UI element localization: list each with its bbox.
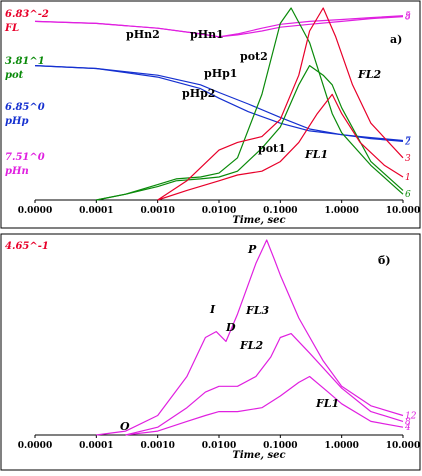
panel-a-fl-name: FL: [4, 23, 19, 34]
panel-a-series-pot1: [96, 65, 404, 201]
panel-a-x-axis-title: Time, sec: [232, 215, 285, 226]
panel-b-x-tick-label: 1.0000: [324, 441, 358, 451]
panel-a-end-label-pot2: 6: [405, 190, 411, 200]
panel-a-end-label-php2: 2: [404, 137, 411, 147]
panel-b-x-tick-label: 0.0010: [140, 441, 174, 451]
panel-a-php-scale: 6.85^0: [5, 102, 45, 113]
panel-a-php-name: pHp: [5, 116, 28, 127]
panel-a-pot-scale: 3.81^1: [5, 56, 45, 67]
panel-a-end-label-phn1: 5: [405, 12, 411, 22]
panel-a-x-tick-label: 0.0001: [79, 206, 113, 216]
panel-a-end-label-fl2: 3: [405, 154, 411, 164]
panel-b-frame: [0, 233, 421, 471]
panel-a-x-tick-label: 0.0010: [140, 206, 174, 216]
panel-a-fl-scale: 6.83^-2: [5, 9, 49, 20]
panel-b-x-tick-label: 0.0100: [202, 441, 236, 451]
panel-b-label: б): [378, 254, 391, 267]
panel-a-x-tick-label: 0.0000: [18, 206, 52, 216]
panel-b-scale: 4.65^-1: [5, 241, 49, 252]
panel-b-end-label-fl2: 8: [405, 417, 411, 427]
panel-b-x-axis-title: Time, sec: [232, 450, 285, 461]
panel-b-label-fl2: FL2: [239, 339, 264, 352]
panel-b-plot: 0.0000 0.0001 0.0010 0.0100 0.1000 1.0000 10.0…: [18, 239, 420, 461]
panel-a-plot: 0.0000 0.0001 0.0010 0.0100 0.1000 1.0000 10.0…: [18, 7, 420, 226]
panel-b-label-i: I: [209, 303, 216, 316]
panel-b-label-o: O: [120, 420, 130, 433]
panel-a-label-fl1: FL1: [304, 148, 328, 161]
panel-a-x-tick-label: 1.0000: [324, 206, 358, 216]
panel-a-series-pot2: [96, 7, 404, 201]
panel-b-series-fl3: [96, 239, 404, 436]
panel-b-label-p: P: [247, 243, 257, 256]
panel-a-series-fl2: [157, 7, 404, 201]
panel-b-label-fl1: FL1: [315, 397, 339, 410]
panel-a-end-label-php1: 7: [405, 136, 411, 146]
panel-b-x-tick-label: 0.0001: [79, 441, 113, 451]
panel-a-pot-name: pot: [5, 70, 24, 81]
panel-a-series-fl1: [157, 93, 404, 201]
panel-a-phn-scale: 7.51^0: [5, 152, 45, 163]
panel-b-label-fl3: FL3: [245, 304, 270, 317]
panel-a-label-pot2: pot2: [240, 50, 268, 63]
panel-b-x-tick-label: 0.0000: [18, 441, 52, 451]
panel-b-x-tick-label: 10.000: [386, 441, 420, 451]
panel-a-series-phn1: [34, 15, 404, 38]
panel-a-label-phn1: pHn1: [190, 28, 224, 41]
panel-b-x-tick-label: 0.1000: [263, 441, 297, 451]
panel-b-end-label-fl3: 12: [405, 412, 417, 422]
panel-b-end-label-fl1: 4: [404, 423, 411, 433]
panel-a-label-php2: pHp2: [182, 87, 215, 100]
panel-a-x-tick-label: 10.000: [386, 206, 420, 216]
panel-b-label-d: D: [225, 321, 236, 334]
panel-a-label-phn2: pHn2: [126, 28, 160, 41]
panel-a-label-php1: pHp1: [204, 67, 237, 80]
panel-a-x-tick-label: 0.1000: [263, 206, 297, 216]
panel-a-x-tick-label: 0.0100: [202, 206, 236, 216]
panel-a-label-pot1: pot1: [258, 142, 286, 155]
panel-a-phn-name: pHn: [5, 166, 29, 177]
panel-b-series-fl1: [125, 375, 404, 436]
panel-b-series-fl2: [125, 333, 404, 436]
panel-a-series-php2: [34, 65, 404, 142]
panel-a-label-fl2: FL2: [357, 68, 382, 81]
panel-a-end-label-fl1: 1: [405, 173, 411, 183]
panel-a-label: a): [390, 33, 402, 46]
panel-a-end-label-phn2: 8: [405, 13, 411, 23]
panel-a-frame: [0, 0, 421, 229]
